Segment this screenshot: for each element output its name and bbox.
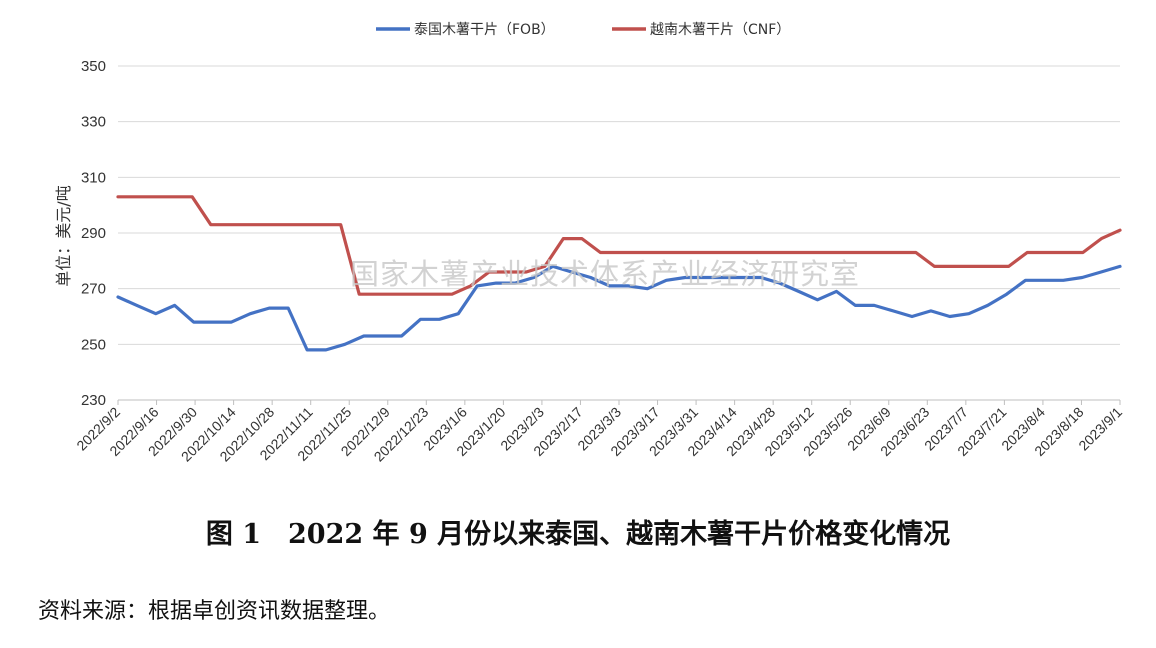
legend-label-thailand: 泰国木薯干片（FOB） <box>414 22 555 38</box>
figure-caption: 图 1 2022 年 9 月份以来泰国、越南木薯干片价格变化情况 <box>205 519 951 550</box>
y-tick-label: 350 <box>81 58 106 75</box>
series-lines <box>116 195 1122 352</box>
x-axis-ticks: 2022/9/22022/9/162022/9/302022/10/142022… <box>73 400 1125 465</box>
y-tick-label: 290 <box>81 225 106 242</box>
series-line-vietnam <box>116 195 1122 296</box>
legend-label-vietnam: 越南木薯干片（CNF） <box>650 22 790 38</box>
y-axis-label: 单位：美元/吨 <box>54 185 73 286</box>
y-tick-label: 270 <box>81 281 106 298</box>
y-tick-label: 250 <box>81 336 106 353</box>
y-tick-label: 330 <box>81 114 106 131</box>
price-line-chart: 230 250 270 290 310 330 350 2022/9/22022/9/162… <box>54 22 1125 465</box>
y-tick-label: 230 <box>81 392 106 409</box>
legend: 泰国木薯干片（FOB） 越南木薯干片（CNF） <box>376 22 790 38</box>
series-line-thailand <box>116 264 1122 352</box>
y-tick-label: 310 <box>81 169 106 186</box>
y-axis-ticks: 230 250 270 290 310 330 350 <box>81 58 106 409</box>
x-tick-label: 2023/9/1 <box>1075 404 1125 454</box>
source-note: 资料来源：根据卓创资讯数据整理。 <box>38 599 391 624</box>
watermark-text: 国家木薯产业技术体系产业经济研究室 <box>350 257 860 291</box>
gridlines <box>118 65 1120 345</box>
